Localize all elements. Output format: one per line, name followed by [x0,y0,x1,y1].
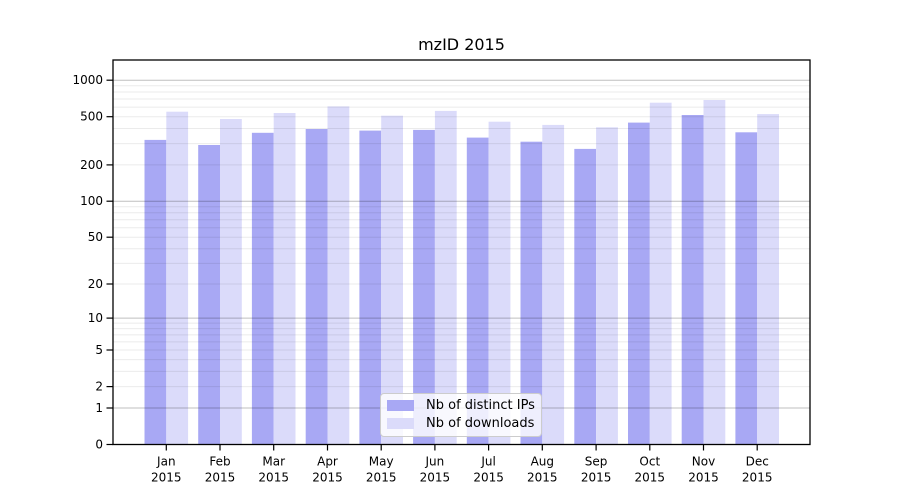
y-tick-label: 0 [95,438,103,452]
x-tick-label-year: 2015 [366,471,397,485]
axes-spines [112,59,811,446]
x-tick-label-month: Jul [480,455,495,469]
legend-label-distinct-ips: Nb of distinct IPs [426,398,535,413]
bar-apr-distinct-ips [305,129,328,445]
bar-sep-distinct-ips [574,148,597,445]
chart-title: mzID 2015 [418,35,505,54]
x-tick-label-year: 2015 [312,471,343,485]
x-tick-label-year: 2015 [205,471,236,485]
bar-oct-distinct-ips [628,122,650,445]
x-tick-label-year: 2015 [258,471,289,485]
x-tick-label-year: 2015 [151,471,182,485]
y-tick-label: 20 [88,277,103,291]
x-tick-label-year: 2015 [527,471,558,485]
bar-jul-distinct-ips [466,137,489,445]
y-tick-label: 100 [80,194,103,208]
bar-nov-distinct-ips [681,115,704,445]
y-tick-label: 200 [80,158,103,172]
y-tick-label: 10 [88,311,103,325]
bar-nov-downloads [703,100,726,445]
x-tick-label-year: 2015 [581,471,612,485]
x-tick-label-month: Dec [746,455,769,469]
bar-jan-downloads [166,111,189,445]
bar-aug-downloads [542,124,565,445]
x-tick-label-month: Nov [692,455,715,469]
legend-item-downloads: Nb of downloads [387,416,535,431]
legend-swatch-downloads [387,418,414,429]
bar-jun-downloads [434,110,457,445]
bar-dec-downloads [757,114,779,445]
bar-may-distinct-ips [359,130,382,445]
y-tick-label: 5 [95,343,103,357]
bar-jul-downloads [488,121,511,445]
x-tick-label-month: May [369,455,394,469]
y-tick-label: 2 [95,380,103,394]
bar-jun-distinct-ips [413,129,435,445]
bar-sep-downloads [596,127,618,445]
y-tick-label: 1 [95,401,103,415]
y-tick-label: 50 [88,230,103,244]
y-tick-label: 1000 [72,73,103,87]
bar-feb-distinct-ips [198,145,220,445]
bar-mar-distinct-ips [251,132,274,445]
legend-swatch-distinct-ips [387,400,414,411]
bar-oct-downloads [649,102,672,445]
bar-feb-downloads [220,119,242,445]
x-tick-label-month: Jan [156,455,176,469]
x-tick-label-year: 2015 [742,471,773,485]
x-tick-label-month: Apr [317,455,338,469]
legend: Nb of distinct IPs Nb of downloads [380,393,542,437]
x-tick-label-month: Sep [585,455,608,469]
x-tick-label-month: Jun [425,455,445,469]
bar-aug-distinct-ips [520,141,543,445]
x-tick-label-month: Aug [531,455,554,469]
x-tick-label-month: Oct [639,455,660,469]
x-tick-label-month: Mar [262,455,285,469]
bar-may-downloads [381,115,403,445]
bar-dec-distinct-ips [735,132,758,445]
x-tick-label-year: 2015 [688,471,719,485]
bar-apr-downloads [327,106,350,445]
x-tick-label-year: 2015 [420,471,451,485]
x-tick-label-year: 2015 [473,471,504,485]
bar-mar-downloads [273,113,296,445]
bar-jan-distinct-ips [144,139,167,445]
legend-label-downloads: Nb of downloads [426,416,535,431]
x-tick-label-month: Feb [209,455,230,469]
legend-item-distinct-ips: Nb of distinct IPs [387,398,535,413]
x-tick-label-year: 2015 [635,471,666,485]
y-tick-label: 500 [80,110,103,124]
